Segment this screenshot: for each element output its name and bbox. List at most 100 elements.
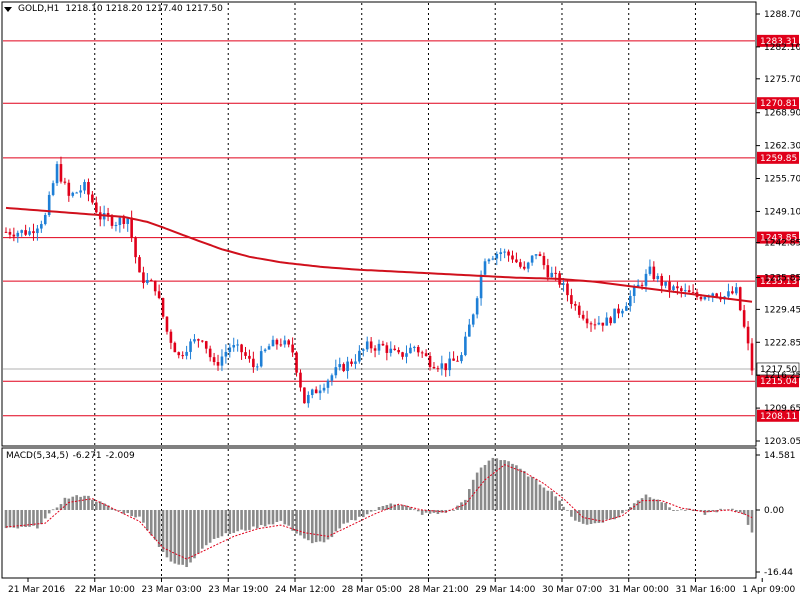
macd-bar (138, 509, 141, 517)
candle-bear (574, 304, 577, 306)
candle-bull (448, 358, 451, 371)
candle-bear (585, 318, 589, 324)
candle-bear (295, 352, 298, 373)
macd-bar (487, 460, 491, 510)
candle-bear (609, 317, 612, 324)
macd-bar (8, 509, 12, 528)
macd-bar (742, 509, 746, 515)
candle-bull (307, 394, 310, 404)
macd-signal-value: -2.009 (105, 451, 135, 461)
candle-bear (593, 324, 597, 326)
macd-bar (526, 476, 530, 510)
macd-bar (464, 499, 467, 510)
macd-bar (291, 509, 294, 531)
macd-bar (259, 509, 263, 526)
macd-bar (424, 509, 428, 513)
time-tick-label: 1 Apr 09:00 (742, 585, 795, 595)
macd-bar (358, 509, 361, 517)
macd-bar (644, 494, 648, 510)
macd-bar (334, 509, 338, 532)
candle-bear (244, 352, 247, 356)
candle-bear (130, 217, 133, 238)
candle-bull (648, 266, 652, 274)
candle-bear (181, 355, 184, 357)
macd-bar (338, 509, 342, 529)
ohlc-label: 1218.10 1218.20 1217.40 1217.50 (65, 4, 223, 14)
candle-bull (354, 361, 357, 364)
candle-bear (385, 345, 389, 353)
candle-bear (601, 322, 605, 326)
level-label: 1270.81 (760, 99, 797, 109)
macd-bar (79, 496, 82, 510)
macd-bar (589, 509, 593, 525)
price-panel-frame (1, 1, 757, 447)
candle-bear (197, 339, 200, 341)
macd-bar (538, 484, 542, 510)
candle-bear (169, 331, 173, 343)
candle-bull (664, 281, 667, 286)
candle-bear (511, 255, 514, 260)
macd-bar (483, 464, 487, 510)
macd-bar (613, 509, 616, 520)
macd-bar (440, 509, 444, 513)
candle-bull (193, 339, 196, 342)
macd-bar (165, 509, 169, 558)
price-tick-label: 1229.45 (764, 305, 800, 315)
dropdown-triangle-icon[interactable] (4, 6, 12, 12)
level-label: 1208.11 (760, 412, 797, 422)
macd-bar (106, 505, 110, 510)
macd-bar (43, 509, 47, 519)
candle-bull (475, 298, 479, 315)
current-price-label: 1217.50 (760, 365, 797, 375)
candle-bear (691, 292, 695, 294)
moving-average-line (5, 206, 753, 303)
macd-bar (542, 487, 546, 510)
macd-bar (177, 509, 181, 565)
candle-bull (734, 287, 738, 294)
candle-bear (87, 182, 90, 195)
candle-bull (605, 317, 609, 326)
candle-bear (299, 372, 302, 388)
time-tick-label: 29 Mar 14:00 (475, 585, 535, 595)
candle-bear (8, 231, 12, 235)
candle-bear (397, 350, 400, 353)
macd-bar (220, 509, 224, 537)
level-label-box (757, 409, 799, 422)
candle-bear (381, 343, 385, 346)
candle-bear (122, 217, 126, 224)
candle-bull (358, 350, 361, 362)
macd-bar (515, 465, 518, 510)
candle-bull (146, 279, 149, 284)
current-price-box (756, 362, 800, 376)
candle-bull (628, 295, 632, 307)
macd-bar (703, 509, 707, 515)
macd-bar (193, 509, 196, 559)
macd-bar (585, 509, 589, 525)
macd-bar (28, 509, 31, 527)
candle-bull (20, 230, 24, 233)
macd-bar (224, 509, 228, 534)
macd-bar (130, 509, 133, 517)
time-tick-label: 24 Mar 12:00 (275, 585, 335, 595)
level-label: 1215.04 (760, 377, 797, 387)
candle-bear (522, 266, 526, 269)
candle-bull (83, 182, 86, 191)
candle-bear (59, 164, 63, 182)
candle-bear (538, 254, 542, 256)
macd-bar (511, 463, 514, 510)
candle-bear (91, 194, 94, 203)
macd-bar (204, 509, 208, 546)
macd-bar (299, 509, 302, 536)
macd-bar (636, 500, 640, 510)
macd-bar (59, 504, 63, 510)
time-tick-label: 23 Mar 19:00 (208, 585, 268, 595)
macd-bar (279, 509, 283, 521)
macd-bar (32, 509, 35, 526)
macd-bar (617, 509, 620, 518)
candle-bear (153, 280, 157, 292)
price-tick-label: 1255.70 (764, 175, 800, 185)
candle-bear (456, 360, 459, 362)
candle-bear (589, 323, 593, 325)
macd-bar (346, 509, 349, 523)
